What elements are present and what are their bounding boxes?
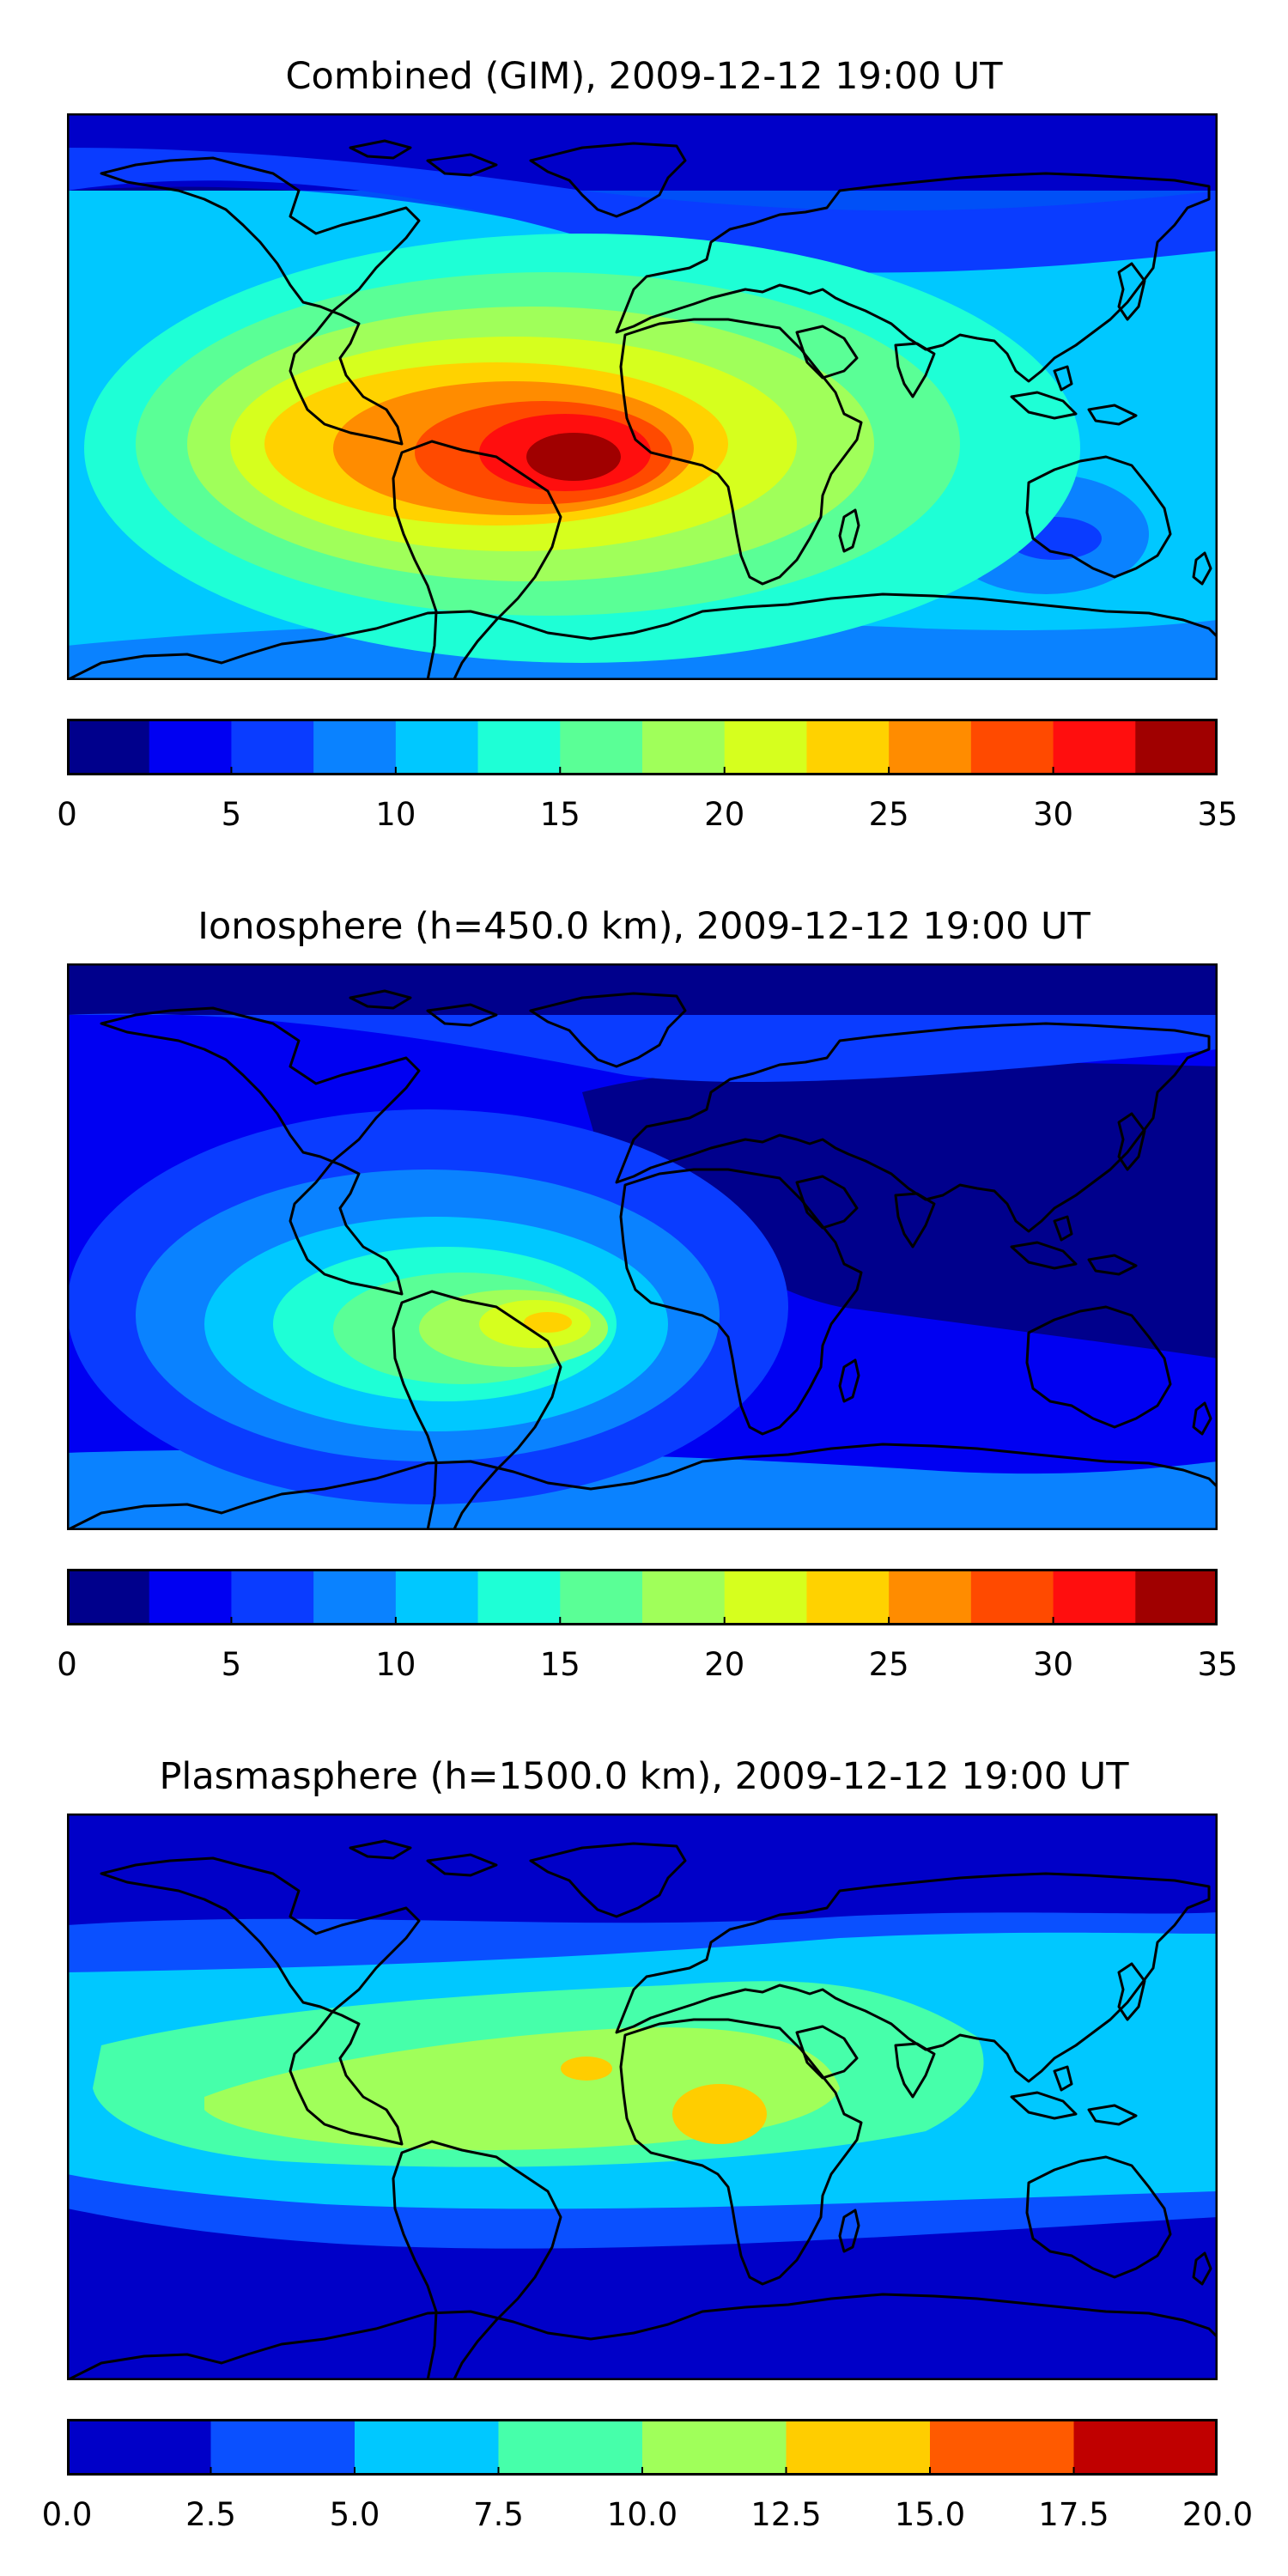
colorbar-tick-label: 35 xyxy=(1197,1646,1238,1683)
colorbar-segment xyxy=(724,719,807,775)
colorbar-segment xyxy=(210,2419,355,2476)
colorbar-tick-label: 0 xyxy=(57,796,77,833)
contour-north-band-2 xyxy=(67,148,1218,273)
colorbar-segment xyxy=(395,719,479,775)
colorbar-tick-label: 20 xyxy=(704,1646,745,1683)
colorbar-segment xyxy=(355,2419,499,2476)
colorbar-tick-label: 10.0 xyxy=(606,2496,678,2533)
colorbar-segment xyxy=(313,719,397,775)
colorbar-tick-label: 25 xyxy=(868,1646,909,1683)
panel-2-title: Ionosphere (h=450.0 km), 2009-12-12 19:0… xyxy=(197,905,1091,948)
colorbar-tick-label: 30 xyxy=(1033,796,1074,833)
colorbar-segment xyxy=(724,1569,807,1625)
colorbar-segment xyxy=(1135,719,1218,775)
colorbar-tick-label: 10 xyxy=(375,796,416,833)
contour-north-cap xyxy=(67,963,1218,1015)
colorbar-segment xyxy=(149,1569,232,1625)
contour-25 xyxy=(524,1312,572,1333)
colorbar-tick-label: 30 xyxy=(1033,1646,1074,1683)
colorbar-segment xyxy=(67,719,150,775)
colorbar-segment xyxy=(642,1569,726,1625)
colorbar-segment xyxy=(1135,1569,1218,1625)
colorbar-segment xyxy=(477,1569,561,1625)
colorbar-tick-label: 10 xyxy=(375,1646,416,1683)
colorbar-segment xyxy=(930,2419,1074,2476)
panel-2-colorbar xyxy=(67,1569,1218,1625)
panel-1-title: Combined (GIM), 2009-12-12 19:00 UT xyxy=(285,55,1003,98)
panel-1-colorbar-ticks: 0 5 10 15 20 25 30 35 xyxy=(0,799,1288,841)
colorbar-segment xyxy=(1053,1569,1136,1625)
colorbar-tick-label: 15 xyxy=(539,796,580,833)
colorbar-tick-label: 2.5 xyxy=(185,2496,236,2533)
colorbar-segment xyxy=(806,719,890,775)
map-frame xyxy=(67,113,1218,680)
colorbar-segment xyxy=(231,719,314,775)
colorbar-segment xyxy=(67,1569,150,1625)
panel-3-map xyxy=(67,1814,1218,2380)
colorbar-tick-label: 12.5 xyxy=(750,2496,822,2533)
colorbar-frame xyxy=(67,1569,1218,1625)
colorbar-tick-label: 5 xyxy=(221,1646,242,1683)
colorbar-tick-label: 35 xyxy=(1197,796,1238,833)
colorbar-frame xyxy=(67,719,1218,775)
panel-1-colorbar xyxy=(67,719,1218,775)
colorbar-segment xyxy=(231,1569,314,1625)
colorbar-segment xyxy=(313,1569,397,1625)
contour-12.5-atlantic xyxy=(561,2057,612,2081)
colorbar-segment xyxy=(149,719,232,775)
colorbar-tick-label: 17.5 xyxy=(1038,2496,1109,2533)
panel-3-colorbar xyxy=(67,2419,1218,2476)
panel-3-title: Plasmasphere (h=1500.0 km), 2009-12-12 1… xyxy=(159,1755,1129,1798)
colorbar-segment xyxy=(786,2419,931,2476)
colorbar-segment xyxy=(889,1569,972,1625)
contour-32.5 xyxy=(526,433,621,481)
colorbar-tick-label: 7.5 xyxy=(473,2496,524,2533)
panel-1-map xyxy=(67,113,1218,680)
colorbar-tick-label: 5 xyxy=(221,796,242,833)
panel-3-colorbar-ticks: 0.0 2.5 5.0 7.5 10.0 12.5 15.0 17.5 20.0 xyxy=(0,2499,1288,2542)
colorbar-tick-label: 20 xyxy=(704,796,745,833)
colorbar-segment xyxy=(970,719,1054,775)
map-frame xyxy=(67,1814,1218,2380)
colorbar-tick-label: 15.0 xyxy=(894,2496,966,2533)
colorbar-tick-label: 15 xyxy=(539,1646,580,1683)
contour-12.5-africa xyxy=(672,2084,767,2144)
colorbar-segment xyxy=(477,719,561,775)
colorbar-segment xyxy=(498,2419,643,2476)
colorbar-tick-label: 25 xyxy=(868,796,909,833)
colorbar-segment xyxy=(395,1569,479,1625)
colorbar-segment xyxy=(67,2419,211,2476)
panel-2-colorbar-ticks: 0 5 10 15 20 25 30 35 xyxy=(0,1649,1288,1692)
colorbar-segment xyxy=(1053,719,1136,775)
colorbar-tick-label: 5.0 xyxy=(329,2496,380,2533)
colorbar-tick-label: 0.0 xyxy=(41,2496,93,2533)
contour-eurasia-min xyxy=(582,1061,1218,1358)
colorbar-segment xyxy=(806,1569,890,1625)
colorbar-segment xyxy=(642,2419,787,2476)
colorbar-segment xyxy=(560,719,643,775)
colorbar-segment xyxy=(642,719,726,775)
colorbar-tick-label: 20.0 xyxy=(1182,2496,1254,2533)
colorbar-segment xyxy=(970,1569,1054,1625)
colorbar-tick-label: 0 xyxy=(57,1646,77,1683)
map-frame xyxy=(67,963,1218,1530)
colorbar-segment xyxy=(560,1569,643,1625)
colorbar-segment xyxy=(889,719,972,775)
colorbar-segment xyxy=(1073,2419,1218,2476)
panel-2-map xyxy=(67,963,1218,1530)
